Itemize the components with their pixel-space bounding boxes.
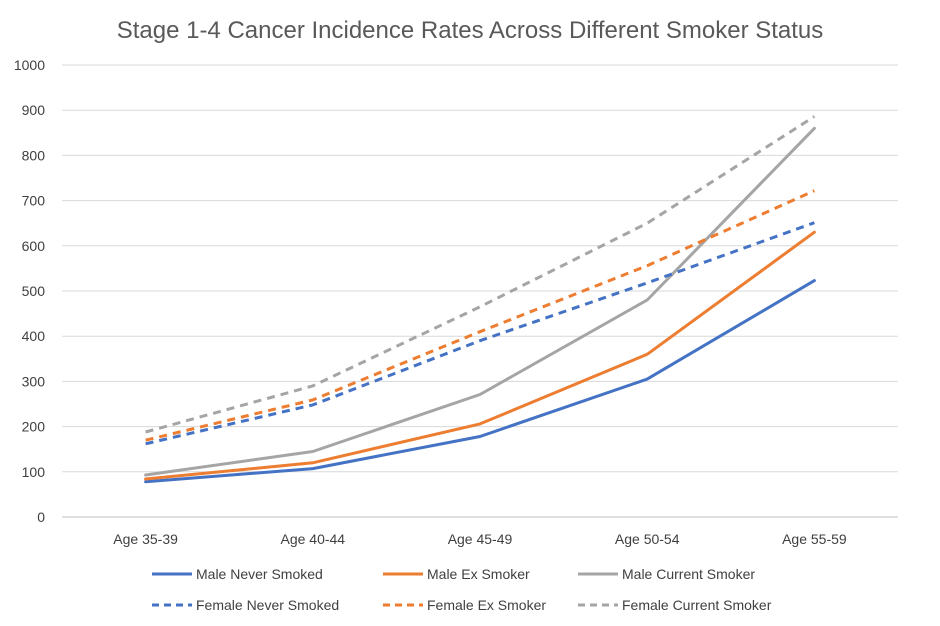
legend-label: Male Ex Smoker <box>427 566 530 582</box>
y-tick-label: 300 <box>22 373 46 389</box>
legend-item: Female Ex Smoker <box>383 597 546 613</box>
series-line-female-never-smoked <box>145 221 815 446</box>
y-tick-label: 1000 <box>14 57 45 73</box>
series-line-male-ex-smoker <box>144 230 816 481</box>
gridlines <box>62 64 898 518</box>
y-tick-label: 700 <box>22 193 46 209</box>
legend-item: Female Never Smoked <box>152 597 339 613</box>
series-line-female-current-smoker <box>145 115 816 434</box>
series-line-male-current-smoker <box>144 126 816 477</box>
y-tick-label: 800 <box>22 147 46 163</box>
x-tick-label: Age 35-39 <box>113 531 178 547</box>
series-lines <box>144 115 816 484</box>
legend-item: Male Never Smoked <box>152 566 323 582</box>
series-line-female-ex-smoker <box>145 189 816 442</box>
y-tick-label: 100 <box>22 464 46 480</box>
series-line-male-never-smoked <box>144 279 816 484</box>
legend-label: Female Current Smoker <box>622 597 772 613</box>
legend-item: Male Current Smoker <box>578 566 755 582</box>
legend-label: Female Never Smoked <box>196 597 339 613</box>
y-axis: 0 100 200 300 400 500 600 700 800 900 1000 <box>14 57 45 525</box>
legend-item: Male Ex Smoker <box>383 566 530 582</box>
chart-title: Stage 1-4 Cancer Incidence Rates Across … <box>117 17 824 44</box>
legend-label: Female Ex Smoker <box>427 597 546 613</box>
y-tick-label: 900 <box>22 102 46 118</box>
x-tick-label: Age 50-54 <box>615 531 680 547</box>
legend-item: Female Current Smoker <box>578 597 772 613</box>
legend-label: Male Never Smoked <box>196 566 323 582</box>
x-tick-label: Age 45-49 <box>448 531 513 547</box>
legend: Male Never Smoked Male Ex Smoker Male Curr… <box>152 566 772 613</box>
y-tick-label: 200 <box>22 419 46 435</box>
x-tick-label: Age 55-59 <box>782 531 847 547</box>
x-axis: Age 35-39 Age 40-44 Age 45-49 Age 50-54 Age … <box>113 531 847 547</box>
y-tick-label: 500 <box>22 283 46 299</box>
y-tick-label: 400 <box>22 328 46 344</box>
y-tick-label: 600 <box>22 238 46 254</box>
x-tick-label: Age 40-44 <box>280 531 345 547</box>
legend-label: Male Current Smoker <box>622 566 755 582</box>
y-tick-label: 0 <box>37 509 45 525</box>
